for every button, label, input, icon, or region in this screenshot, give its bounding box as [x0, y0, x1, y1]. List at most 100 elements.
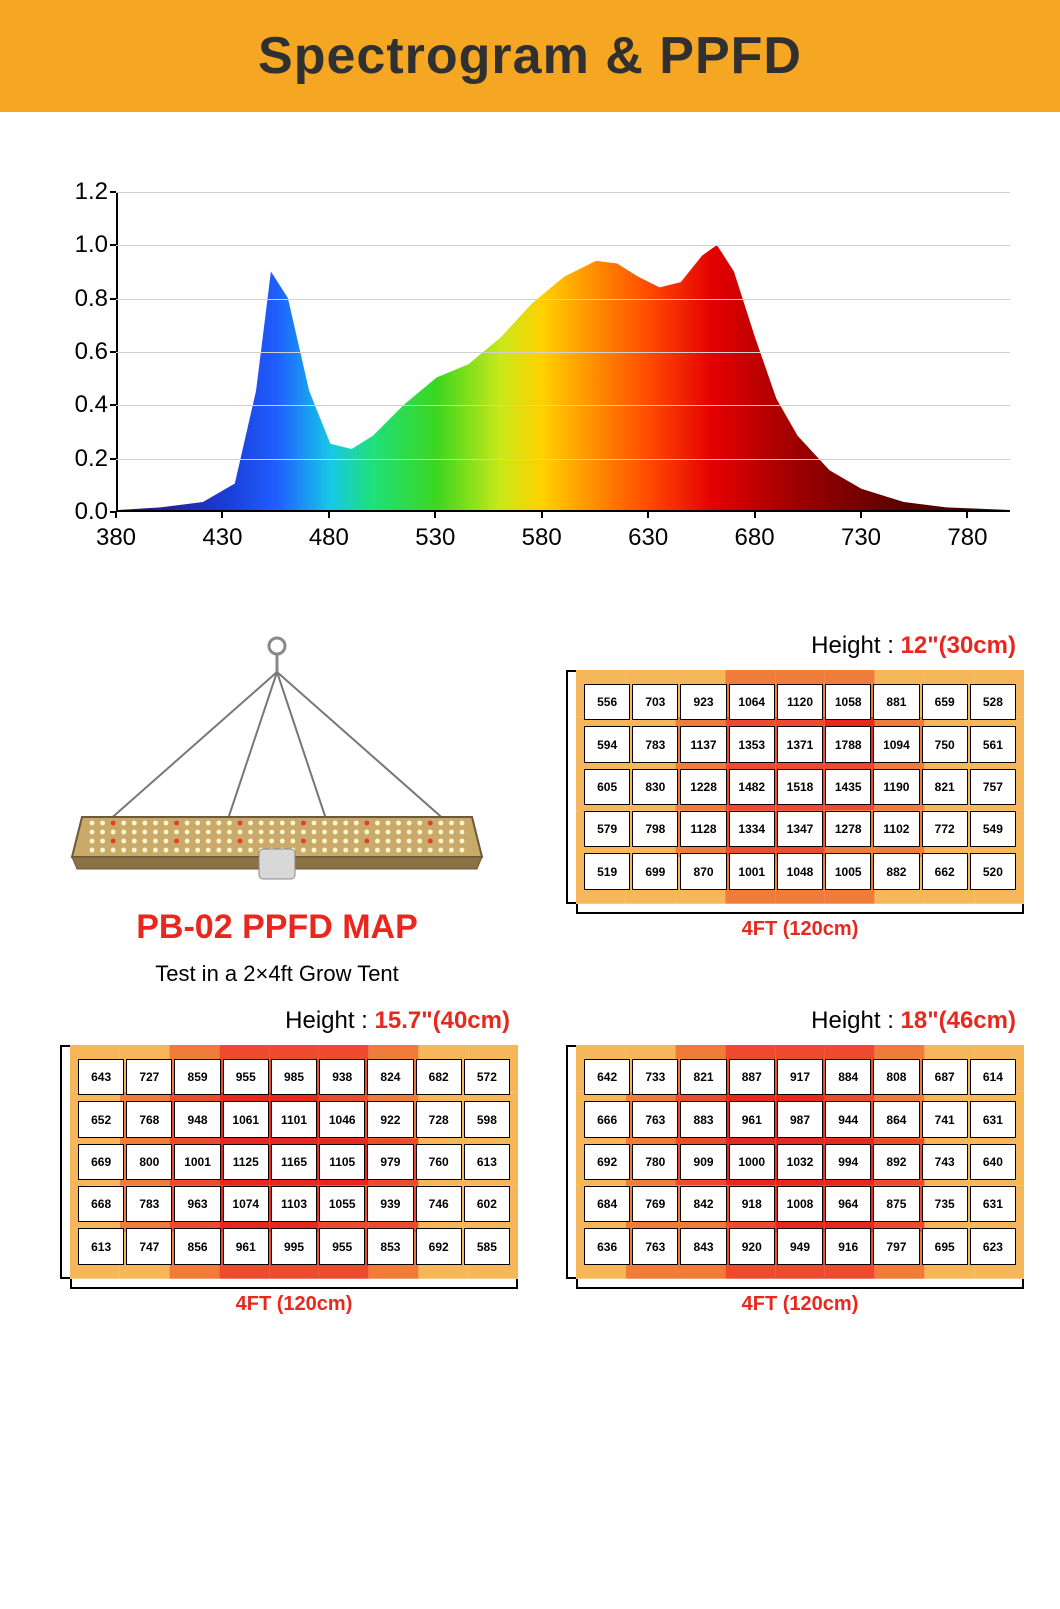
ppfd-section: PB-02 PPFD MAP Test in a 2×4ft Grow Tent… [0, 582, 1060, 1386]
ppfd-cell: 682 [416, 1059, 462, 1095]
ppfd-yaxis: 2FT (60cm) [542, 670, 576, 904]
ppfd-cell: 797 [873, 1228, 919, 1264]
ppfd-cell: 979 [367, 1144, 413, 1180]
ppfd-cell: 1128 [680, 811, 726, 847]
ppfd-cell: 783 [126, 1186, 172, 1222]
ppfd-xaxis: 4FT (120cm) [576, 904, 1024, 941]
ppfd-cell: 741 [922, 1101, 968, 1137]
ppfd-cell: 728 [416, 1101, 462, 1137]
ppfd-cell: 882 [873, 853, 919, 889]
ppfd-cell: 994 [825, 1144, 871, 1180]
ppfd-cell: 798 [632, 811, 678, 847]
ppfd-cell: 772 [922, 811, 968, 847]
ppfd-cell: 1005 [825, 853, 871, 889]
ppfd-cell: 520 [970, 853, 1016, 889]
ppfd-cell: 892 [873, 1144, 919, 1180]
ppfd-cell: 1101 [271, 1101, 317, 1137]
ppfd-cell: 602 [464, 1186, 510, 1222]
ppfd-cell: 1334 [729, 811, 775, 847]
ppfd-cell: 556 [584, 684, 630, 720]
ppfd-cell: 1435 [825, 769, 871, 805]
title-banner: Spectrogram & PPFD [0, 0, 1060, 112]
ppfd-cell: 642 [584, 1059, 630, 1095]
ppfd-cell: 727 [126, 1059, 172, 1095]
ppfd-cell: 808 [873, 1059, 919, 1095]
ppfd-cell: 747 [126, 1228, 172, 1264]
ppfd-cell: 944 [825, 1101, 871, 1137]
ppfd-cell: 1001 [174, 1144, 220, 1180]
ppfd-cell: 939 [367, 1186, 413, 1222]
ppfd-cell: 843 [680, 1228, 726, 1264]
ppfd-cell: 623 [970, 1228, 1016, 1264]
ppfd-cell: 579 [584, 811, 630, 847]
ppfd-cell: 881 [873, 684, 919, 720]
ppfd-cell: 640 [970, 1144, 1016, 1180]
ppfd-cell: 1120 [777, 684, 823, 720]
ppfd-cell: 561 [970, 726, 1016, 762]
ppfd-cell: 938 [319, 1059, 365, 1095]
ppfd-cell: 735 [922, 1186, 968, 1222]
ppfd-cell: 1032 [777, 1144, 823, 1180]
ppfd-cell: 549 [970, 811, 1016, 847]
ppfd-cell: 955 [319, 1228, 365, 1264]
ppfd-cell: 614 [970, 1059, 1016, 1095]
ppfd-cell: 763 [632, 1228, 678, 1264]
ppfd-cell: 1001 [729, 853, 775, 889]
ppfd-cell: 1228 [680, 769, 726, 805]
product-title: PB-02 PPFD MAP [136, 908, 418, 947]
ppfd-cell: 1055 [319, 1186, 365, 1222]
ppfd-cell: 1278 [825, 811, 871, 847]
ppfd-cell: 884 [825, 1059, 871, 1095]
ppfd-cell: 887 [729, 1059, 775, 1095]
ppfd-cell: 985 [271, 1059, 317, 1095]
spectrum-chart-section: 0.00.20.40.60.81.01.23804304805305806306… [0, 112, 1060, 582]
ppfd-cell: 769 [632, 1186, 678, 1222]
ppfd-heatmap: 6437278599559859388246825726527689481061… [70, 1045, 518, 1279]
ppfd-cell: 821 [680, 1059, 726, 1095]
ppfd-cell: 859 [174, 1059, 220, 1095]
ppfd-yaxis: 2FT (60cm) [542, 1045, 576, 1279]
ppfd-cell: 631 [970, 1101, 1016, 1137]
ppfd-cell: 643 [78, 1059, 124, 1095]
ppfd-cell: 961 [729, 1101, 775, 1137]
ppfd-cell: 987 [777, 1101, 823, 1137]
ppfd-cell: 631 [970, 1186, 1016, 1222]
ppfd-cell: 613 [464, 1144, 510, 1180]
page-title: Spectrogram & PPFD [0, 26, 1060, 86]
ppfd-cell: 916 [825, 1228, 871, 1264]
ppfd-cell: 964 [825, 1186, 871, 1222]
ppfd-cell: 703 [632, 684, 678, 720]
ppfd-cell: 995 [271, 1228, 317, 1264]
ppfd-cell: 1074 [223, 1186, 269, 1222]
ppfd-cell: 768 [126, 1101, 172, 1137]
ppfd-cell: 1353 [729, 726, 775, 762]
ppfd-heatmap: 5567039231064112010588816595285947831137… [576, 670, 1024, 904]
ppfd-cell: 783 [632, 726, 678, 762]
ppfd-cell: 695 [922, 1228, 968, 1264]
height-label: Height : 15.7"(40cm) [36, 1007, 518, 1035]
ppfd-cell: 666 [584, 1101, 630, 1137]
ppfd-map-12in: Height : 12"(30cm)2FT (60cm)556703923106… [530, 622, 1036, 997]
ppfd-cell: 1347 [777, 811, 823, 847]
ppfd-cell: 1788 [825, 726, 871, 762]
ppfd-cell: 699 [632, 853, 678, 889]
ppfd-cell: 585 [464, 1228, 510, 1264]
ppfd-cell: 1103 [271, 1186, 317, 1222]
ppfd-cell: 687 [922, 1059, 968, 1095]
ppfd-cell: 659 [922, 684, 968, 720]
ppfd-cell: 963 [174, 1186, 220, 1222]
ppfd-cell: 1064 [729, 684, 775, 720]
ppfd-cell: 948 [174, 1101, 220, 1137]
ppfd-cell: 853 [367, 1228, 413, 1264]
ppfd-cell: 763 [632, 1101, 678, 1137]
ppfd-cell: 830 [632, 769, 678, 805]
spectrum-svg [118, 192, 1010, 510]
ppfd-cell: 746 [416, 1186, 462, 1222]
ppfd-cell: 922 [367, 1101, 413, 1137]
ppfd-cell: 909 [680, 1144, 726, 1180]
ppfd-cell: 750 [922, 726, 968, 762]
ppfd-cell: 1046 [319, 1101, 365, 1137]
ppfd-xaxis: 4FT (120cm) [70, 1279, 518, 1316]
ppfd-cell: 605 [584, 769, 630, 805]
ppfd-cell: 1008 [777, 1186, 823, 1222]
